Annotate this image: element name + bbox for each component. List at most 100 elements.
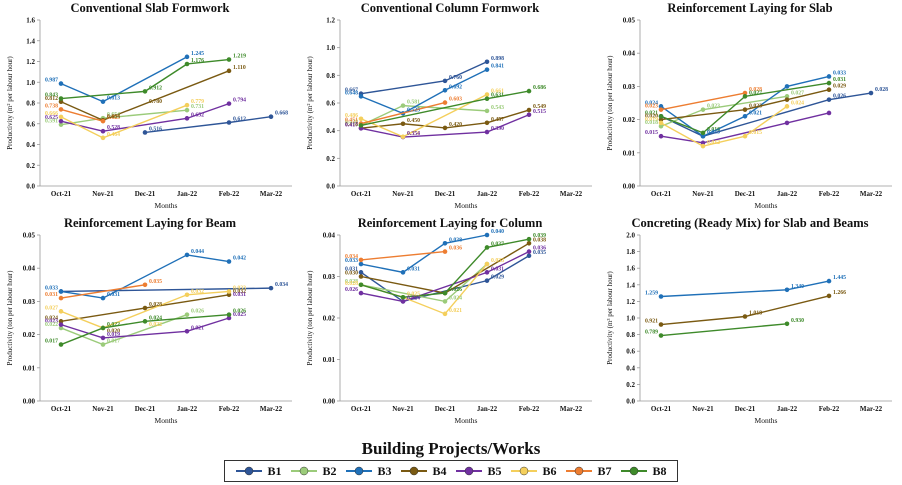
point-B7 [358,257,364,263]
data-label: 0.794 [233,98,246,104]
data-label: 0.023 [749,104,762,110]
point-B3 [784,287,790,293]
legend-label: B3 [377,463,392,478]
point-B4 [826,293,832,299]
series-line-B6 [660,105,788,147]
point-B1 [268,114,274,119]
data-label: 0.033 [345,258,358,264]
data-label: 0.025 [407,291,420,297]
data-label: 1.266 [833,290,846,296]
point-B8 [700,130,706,136]
data-label: 0.032 [191,289,204,295]
point-B8 [142,89,148,94]
x-tick-label: Feb-22 [819,405,840,413]
data-label: 0.591 [45,119,58,125]
y-tick-label: 0.03 [23,298,36,306]
point-B3 [100,295,106,301]
data-label: 0.021 [449,308,462,314]
y-tick-label: 0.03 [623,83,636,91]
data-label: 0.417 [345,122,358,128]
point-B3 [58,289,64,294]
data-label: 0.631 [491,93,504,99]
point-B2 [484,108,490,114]
y-tick-label: 0.6 [626,348,635,356]
data-label: 0.033 [233,285,246,291]
x-tick-label: Oct-21 [351,190,372,198]
data-label: 0.035 [149,279,162,285]
data-label: 0.020 [107,329,120,335]
chart-panel-4: Reinforcement Laying for Beam 0.00 0.01 0.0… [0,215,300,430]
data-label: 0.022 [107,322,120,328]
y-tick-label: 0.04 [323,232,336,240]
y-axis-label: Productivity (m³ per labour hour) [606,271,614,365]
legend-marker-icon [236,466,263,476]
data-label: 0.024 [149,315,162,321]
point-B2 [184,107,190,113]
y-tick-label: 0.05 [23,232,36,240]
legend-marker-icon [346,466,373,476]
point-B5 [58,322,64,327]
series-line-B7 [360,250,446,261]
point-B5 [100,128,106,134]
data-label: 0.024 [407,295,420,301]
point-B4 [442,125,448,131]
data-label: 0.390 [491,126,504,132]
y-tick-label: 1.6 [626,265,635,273]
legend-item-b8: B8 [620,464,667,479]
x-tick-label: Nov-21 [692,190,714,198]
data-label: 0.450 [407,118,420,124]
data-label: 0.019 [107,332,120,338]
series-line-B6 [360,93,488,138]
x-axis-label: Months [755,201,778,210]
y-tick-label: 1.0 [26,79,35,87]
chart-1-svg: Conventional Slab Formwork 0.0 0.2 0.4 0.6 0.… [6,1,292,210]
data-label: 0.024 [791,100,804,106]
point-B3 [226,259,232,264]
data-label: 0.028 [345,281,358,287]
data-label: 1.245 [191,51,204,57]
point-B6 [484,261,490,267]
data-label: 0.029 [491,275,504,281]
data-label: 0.030 [345,271,358,277]
point-B6 [358,116,364,122]
y-tick-label: 1.4 [26,37,35,45]
point-B3 [358,261,364,267]
series-line-B3 [360,69,488,115]
x-tick-label: Dec-21 [435,190,456,198]
data-label: 0.019 [645,117,658,123]
legend-item-b7: B7 [565,464,612,479]
point-B4 [58,99,64,105]
point-B3 [784,84,790,89]
point-B7 [442,100,448,105]
data-label: 0.018 [645,120,658,126]
point-B5 [100,335,106,341]
data-label: 0.438 [345,119,358,125]
data-label: 0.024 [449,295,462,301]
point-B5 [526,112,532,118]
point-B4 [142,305,148,311]
point-B4 [484,120,490,126]
x-axis-label: Months [755,416,778,425]
point-B3 [184,54,190,60]
x-tick-label: Dec-21 [135,190,156,198]
x-tick-label: Feb-22 [219,405,240,413]
data-label: 0.040 [491,229,504,235]
point-B4 [658,117,664,122]
legend-item-b4: B4 [400,464,447,479]
legend-item-b2: B2 [290,464,337,479]
y-tick-label: 0.0 [326,183,335,191]
point-B6 [100,135,106,141]
data-label: 0.486 [345,113,358,119]
legend-marker-icon [291,466,318,476]
data-label: 0.038 [449,237,462,243]
data-label: 0.033 [833,70,846,76]
data-label: 0.024 [645,100,658,106]
y-tick-label: 0.2 [326,155,335,163]
data-label: 0.581 [407,100,420,106]
data-label: 0.033 [491,258,504,264]
series-line-B5 [360,250,530,303]
y-tick-label: 1.2 [626,298,635,306]
series-line-B8 [660,323,788,337]
point-B5 [700,140,706,146]
chart-5-svg: Reinforcement Laying for Column 0.00 0.01 0… [306,216,592,425]
